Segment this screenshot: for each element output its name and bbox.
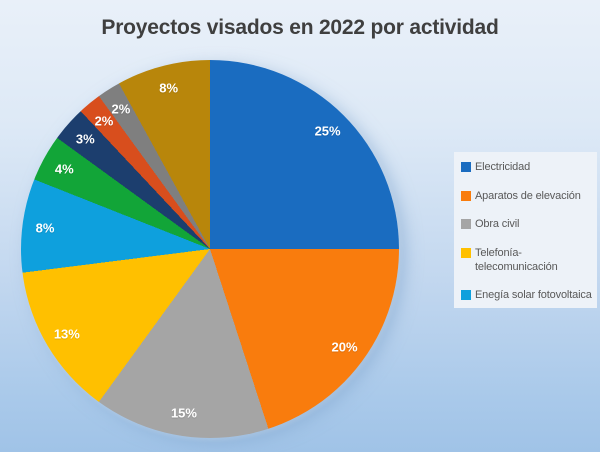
legend-label: Telefonía-telecomunicación: [475, 246, 558, 273]
pie-slice-label: 25%: [314, 123, 341, 139]
legend-swatch-aparatos-icon: [461, 190, 471, 201]
legend-label: Electricidad: [475, 161, 531, 173]
chart-legend: Electricidad Aparatos de elevación Obra …: [454, 152, 597, 308]
pie-slice-label: 15%: [170, 405, 197, 421]
legend-label: Aparatos de elevación: [475, 189, 581, 202]
chart-title: Proyectos visados en 2022 por actividad: [101, 16, 499, 39]
pie-slice-label: 2%: [94, 113, 114, 129]
legend-item-telefonia-telecomunicacion: Telefonía-telecomunicación: [461, 246, 592, 274]
pie-slice-label: 4%: [54, 161, 74, 177]
pie-slice-label: 8%: [159, 80, 179, 96]
pie-slice-label: 20%: [331, 339, 358, 355]
legend-swatch-electricidad-icon: [461, 162, 471, 172]
pie-chart: 25% 20% 15% 13% 8% 4% 3% 2% 2% 8%: [21, 60, 399, 438]
pie-slice-label: 13%: [53, 326, 80, 342]
pie-slice-label: 8%: [35, 220, 55, 236]
legend-item-energia-solar-fotovoltaica: Enegía solar fotovoltaica: [461, 288, 592, 302]
pie-slice-label: 2%: [111, 101, 131, 117]
pie-slice-label: 3%: [75, 131, 95, 147]
legend-item-obra-civil: Obra civil: [461, 217, 592, 231]
legend-item-aparatos-de-elevacion: Aparatos de elevación: [461, 189, 592, 203]
legend-swatch-telefonia-icon: [461, 247, 471, 258]
legend-label: Obra civil: [475, 218, 520, 230]
legend-swatch-obra-civil-icon: [461, 219, 471, 229]
legend-swatch-energia-solar-icon: [461, 290, 471, 300]
legend-item-electricidad: Electricidad: [461, 160, 592, 174]
legend-label: Enegía solar fotovoltaica: [475, 289, 592, 301]
